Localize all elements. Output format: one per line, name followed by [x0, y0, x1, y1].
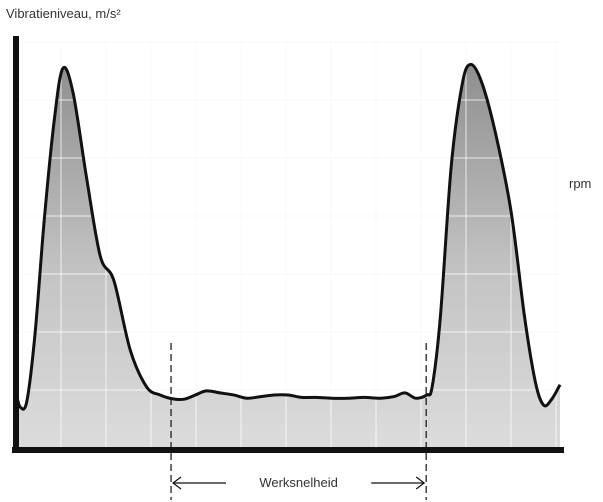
band-arrow-left [172, 476, 227, 490]
x-axis-unit-label: rpm [569, 176, 592, 191]
band-label: Werksnelheid [259, 475, 338, 490]
band-arrow-right [371, 476, 426, 490]
y-axis-label: Vibratieniveau, m/s² [6, 6, 121, 21]
vibration-area [16, 64, 560, 448]
grid-overlay [16, 40, 560, 448]
vibration-curve [14, 62, 562, 411]
